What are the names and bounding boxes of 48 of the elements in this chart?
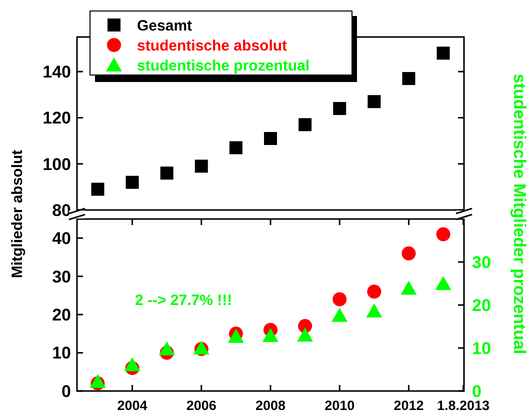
y-tick-label: 20 <box>52 306 71 325</box>
point <box>368 95 381 108</box>
point <box>367 284 382 299</box>
point <box>264 132 277 145</box>
point <box>297 328 314 342</box>
x-tick-label: 2008 <box>255 398 286 413</box>
point <box>332 308 348 322</box>
point <box>402 246 416 260</box>
y-tick-label: 30 <box>52 267 71 286</box>
y-tick-label: 10 <box>52 344 71 363</box>
y2-tick-label: 20 <box>472 296 491 315</box>
legend-label: Gesamt <box>137 17 192 34</box>
point <box>436 227 450 242</box>
point <box>160 166 174 180</box>
annotation: 2 --> 27.7% !!! <box>135 292 232 309</box>
point <box>436 46 450 60</box>
point <box>194 160 208 173</box>
point <box>91 182 104 196</box>
point <box>332 292 347 306</box>
y2-tick-label: 0 <box>472 382 482 401</box>
y-tick-label: 100 <box>42 154 71 174</box>
legend-label: studentische prozentual <box>137 57 310 74</box>
y-axis-title: Mitglieder absolut <box>9 150 26 278</box>
point <box>298 118 312 132</box>
point <box>158 341 175 356</box>
y-tick-label: 120 <box>42 108 71 128</box>
y-tick-label: 40 <box>52 229 71 248</box>
y-tick-label: 80 <box>52 200 71 220</box>
point <box>402 72 416 86</box>
point <box>124 357 140 372</box>
x-tick-label: 1.8.2013 <box>437 398 490 413</box>
x-tick-label: 2006 <box>186 398 217 413</box>
point <box>126 176 139 189</box>
point <box>366 304 382 318</box>
point <box>229 141 242 154</box>
y-tick-label: 140 <box>42 62 71 82</box>
legend-label: studentische absolut <box>137 37 288 54</box>
y2-tick-label: 10 <box>472 338 491 358</box>
point <box>333 102 346 116</box>
y2-axis-title: studentische Mitglieder prozentual <box>510 74 529 354</box>
y2-tick-label: 30 <box>472 252 491 272</box>
x-tick-label: 2004 <box>117 398 148 413</box>
point <box>400 280 417 295</box>
x-tick-label: 2010 <box>324 398 355 413</box>
y-tick-label: 0 <box>62 382 71 401</box>
x-tick-label: 2012 <box>394 398 424 413</box>
point <box>435 276 452 290</box>
point <box>262 328 278 342</box>
